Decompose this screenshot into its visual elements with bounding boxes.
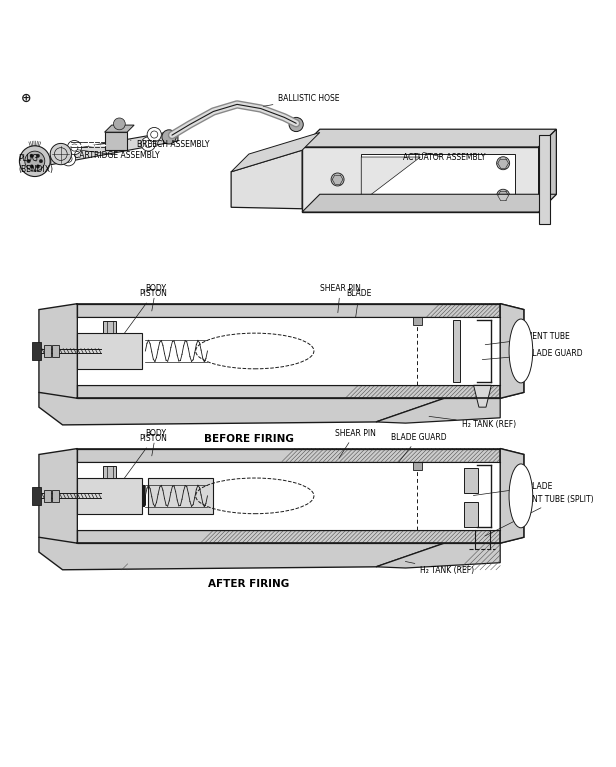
Text: PISTON: PISTON xyxy=(118,289,168,343)
Text: BODY: BODY xyxy=(145,429,166,456)
Text: CARTRIDGE ASSEMBLY: CARTRIDGE ASSEMBLY xyxy=(75,150,160,160)
Circle shape xyxy=(30,154,33,157)
Text: BLADE: BLADE xyxy=(346,289,372,317)
Polygon shape xyxy=(231,133,320,172)
Polygon shape xyxy=(231,150,302,209)
Circle shape xyxy=(162,130,176,144)
Polygon shape xyxy=(39,393,453,425)
Circle shape xyxy=(36,165,39,168)
Polygon shape xyxy=(39,449,78,543)
Circle shape xyxy=(496,189,509,202)
Text: SHEAR PIN: SHEAR PIN xyxy=(334,429,376,458)
Text: BREECH ASSEMBLY: BREECH ASSEMBLY xyxy=(131,140,209,149)
Polygon shape xyxy=(302,147,538,212)
Circle shape xyxy=(30,165,33,168)
Bar xyxy=(103,321,116,333)
Circle shape xyxy=(141,137,155,151)
Polygon shape xyxy=(474,385,492,407)
Polygon shape xyxy=(78,333,142,369)
Polygon shape xyxy=(78,385,500,398)
Text: PLUG
(BENDIX): PLUG (BENDIX) xyxy=(18,154,53,174)
Polygon shape xyxy=(51,130,178,165)
Polygon shape xyxy=(302,129,556,147)
Bar xyxy=(413,317,422,325)
Polygon shape xyxy=(44,345,51,357)
Polygon shape xyxy=(361,157,420,202)
Polygon shape xyxy=(44,490,51,502)
Polygon shape xyxy=(361,154,515,205)
Text: ⊕: ⊕ xyxy=(21,92,31,105)
Polygon shape xyxy=(78,462,500,530)
Text: H₂ TANK (REF): H₂ TANK (REF) xyxy=(429,416,516,429)
Ellipse shape xyxy=(509,464,533,528)
Circle shape xyxy=(50,143,71,165)
Circle shape xyxy=(62,152,76,166)
Circle shape xyxy=(20,146,50,176)
Circle shape xyxy=(36,154,39,157)
Polygon shape xyxy=(78,530,500,543)
Text: VENT TUBE (SPLIT): VENT TUBE (SPLIT) xyxy=(485,495,594,536)
Circle shape xyxy=(496,156,509,170)
Polygon shape xyxy=(500,304,524,398)
Polygon shape xyxy=(78,449,500,462)
Circle shape xyxy=(25,151,45,171)
Bar xyxy=(103,466,116,478)
Polygon shape xyxy=(376,395,500,423)
Polygon shape xyxy=(39,537,453,570)
Text: BLADE: BLADE xyxy=(473,482,552,495)
Circle shape xyxy=(39,160,43,163)
Bar xyxy=(32,342,41,360)
Text: VENT TUBE: VENT TUBE xyxy=(485,332,570,344)
Polygon shape xyxy=(500,449,524,543)
Polygon shape xyxy=(500,304,524,398)
Polygon shape xyxy=(376,540,500,568)
Circle shape xyxy=(147,127,161,142)
Bar xyxy=(32,487,41,505)
Text: BODY: BODY xyxy=(145,284,166,311)
Circle shape xyxy=(27,160,30,163)
Bar xyxy=(413,462,422,470)
Text: BLADE GUARD: BLADE GUARD xyxy=(482,349,583,360)
Polygon shape xyxy=(302,194,556,212)
Polygon shape xyxy=(105,125,134,132)
Bar xyxy=(463,468,478,492)
Bar xyxy=(453,320,460,382)
Circle shape xyxy=(113,118,125,130)
Text: SHEAR PIN: SHEAR PIN xyxy=(320,284,361,313)
Polygon shape xyxy=(78,304,500,317)
Bar xyxy=(105,132,127,150)
Circle shape xyxy=(67,140,81,155)
Text: BLADE GUARD: BLADE GUARD xyxy=(391,433,447,463)
Text: PISTON: PISTON xyxy=(118,434,168,488)
Text: ACTUATOR ASSEMBLY: ACTUATOR ASSEMBLY xyxy=(403,153,485,162)
Polygon shape xyxy=(148,478,213,514)
Polygon shape xyxy=(78,478,142,514)
Text: H₂ TANK (REF): H₂ TANK (REF) xyxy=(405,561,474,574)
Polygon shape xyxy=(538,135,551,224)
Circle shape xyxy=(331,173,344,186)
Polygon shape xyxy=(39,304,78,398)
Polygon shape xyxy=(52,490,59,502)
Circle shape xyxy=(289,117,303,132)
Text: AFTER FIRING: AFTER FIRING xyxy=(208,578,290,588)
Text: BEFORE FIRING: BEFORE FIRING xyxy=(204,434,294,444)
Polygon shape xyxy=(78,317,500,385)
Ellipse shape xyxy=(509,319,533,383)
Polygon shape xyxy=(52,345,59,357)
Polygon shape xyxy=(538,129,556,212)
Polygon shape xyxy=(500,449,524,543)
Text: BALLISTIC HOSE: BALLISTIC HOSE xyxy=(264,94,340,107)
Bar xyxy=(463,502,478,527)
